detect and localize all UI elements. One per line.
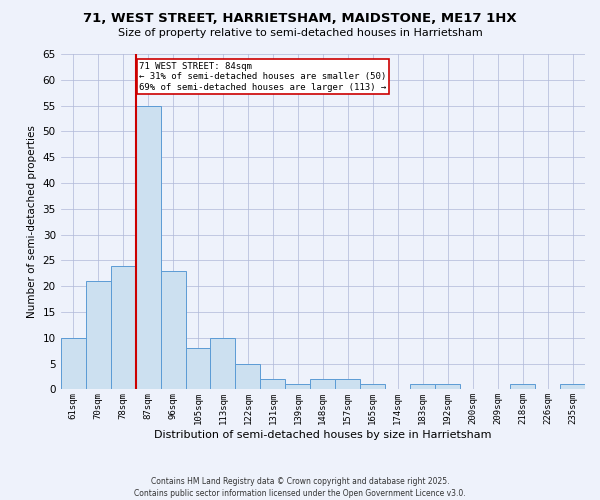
Bar xyxy=(61,338,86,390)
Bar xyxy=(560,384,585,390)
Y-axis label: Number of semi-detached properties: Number of semi-detached properties xyxy=(27,126,37,318)
Text: 71 WEST STREET: 84sqm
← 31% of semi-detached houses are smaller (50)
69% of semi: 71 WEST STREET: 84sqm ← 31% of semi-deta… xyxy=(139,62,386,92)
Bar xyxy=(410,384,435,390)
X-axis label: Distribution of semi-detached houses by size in Harrietsham: Distribution of semi-detached houses by … xyxy=(154,430,491,440)
Bar xyxy=(286,384,310,390)
Bar xyxy=(86,281,110,390)
Bar xyxy=(310,379,335,390)
Bar xyxy=(360,384,385,390)
Bar xyxy=(335,379,360,390)
Bar xyxy=(110,266,136,390)
Bar xyxy=(136,106,161,390)
Bar xyxy=(510,384,535,390)
Bar xyxy=(435,384,460,390)
Bar xyxy=(161,270,185,390)
Bar xyxy=(260,379,286,390)
Text: Contains HM Land Registry data © Crown copyright and database right 2025.
Contai: Contains HM Land Registry data © Crown c… xyxy=(134,476,466,498)
Bar xyxy=(235,364,260,390)
Bar xyxy=(211,338,235,390)
Text: Size of property relative to semi-detached houses in Harrietsham: Size of property relative to semi-detach… xyxy=(118,28,482,38)
Bar xyxy=(185,348,211,390)
Text: 71, WEST STREET, HARRIETSHAM, MAIDSTONE, ME17 1HX: 71, WEST STREET, HARRIETSHAM, MAIDSTONE,… xyxy=(83,12,517,26)
